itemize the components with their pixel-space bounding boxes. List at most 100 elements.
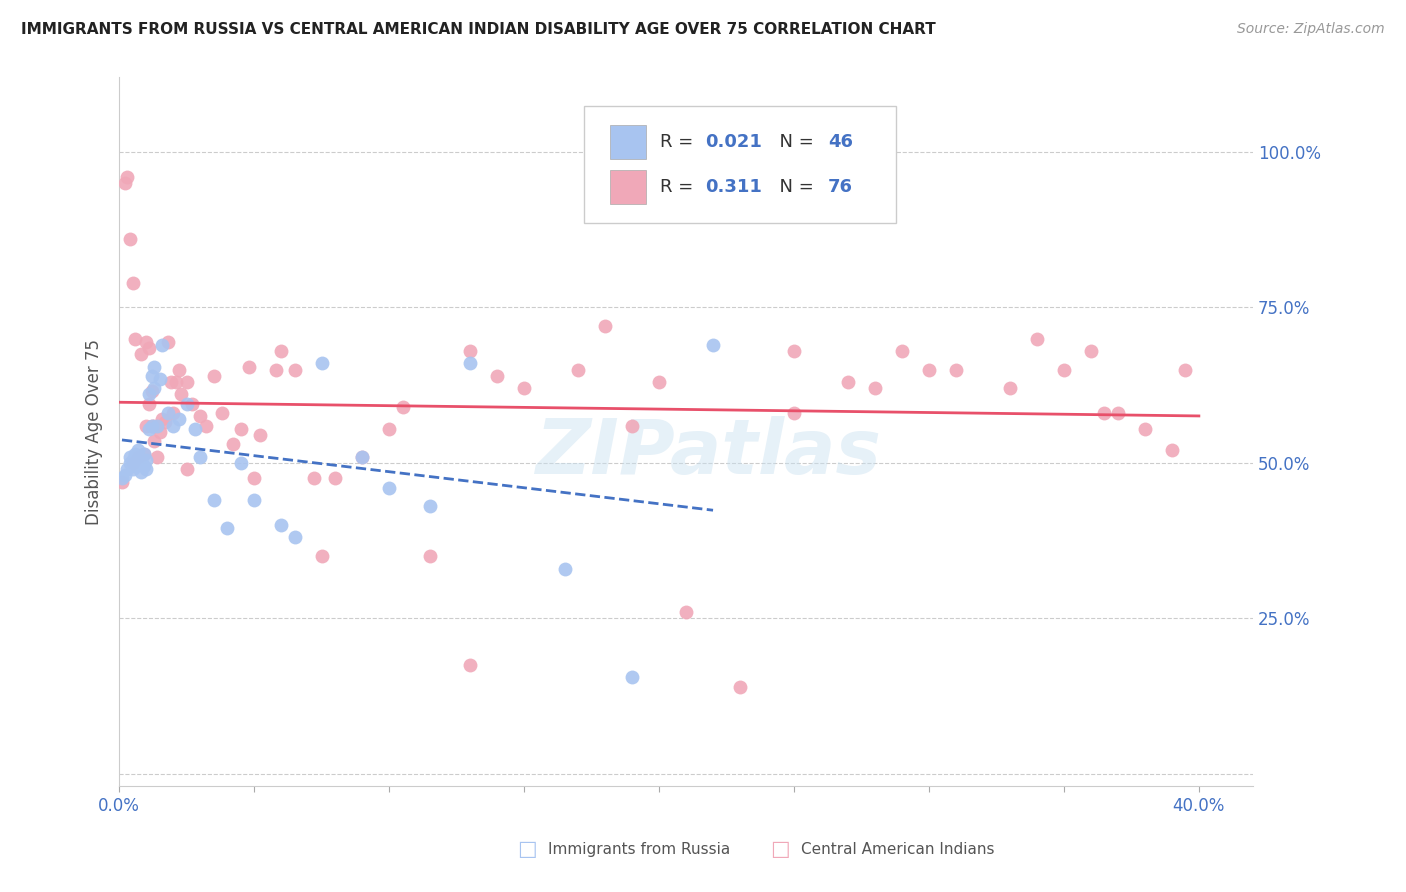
Point [249, 428, 271, 442]
Point [554, 561, 576, 575]
Point [702, 337, 724, 351]
Point [1053, 362, 1076, 376]
Point [243, 471, 266, 485]
Text: Central American Indians: Central American Indians [801, 842, 995, 856]
Point [391, 400, 413, 414]
Point [945, 362, 967, 376]
Point [238, 359, 260, 374]
Point [120, 456, 142, 470]
Point [135, 418, 157, 433]
Text: 0.021: 0.021 [706, 133, 762, 151]
Point [211, 406, 233, 420]
Point [675, 605, 697, 619]
Point [146, 418, 169, 433]
Point [783, 343, 806, 358]
Point [458, 343, 481, 358]
Point [111, 471, 134, 485]
Point [141, 418, 163, 433]
Point [176, 375, 198, 389]
Point [124, 446, 146, 460]
Point [156, 334, 179, 349]
Point [129, 347, 152, 361]
Point [621, 418, 644, 433]
Point [264, 362, 287, 376]
Point [114, 176, 136, 190]
Point [270, 343, 292, 358]
Point [229, 456, 252, 470]
Point [648, 375, 671, 389]
Text: Source: ZipAtlas.com: Source: ZipAtlas.com [1237, 22, 1385, 37]
Point [121, 462, 143, 476]
Text: ZIPatlas: ZIPatlas [536, 416, 882, 490]
Text: IMMIGRANTS FROM RUSSIA VS CENTRAL AMERICAN INDIAN DISABILITY AGE OVER 75 CORRELA: IMMIGRANTS FROM RUSSIA VS CENTRAL AMERIC… [21, 22, 936, 37]
Point [143, 418, 166, 433]
Point [1160, 443, 1182, 458]
Point [143, 434, 166, 449]
Point [159, 375, 181, 389]
Text: R =: R = [659, 133, 699, 151]
Point [1092, 406, 1115, 420]
Point [188, 409, 211, 424]
Point [202, 493, 225, 508]
Point [153, 416, 176, 430]
Point [167, 362, 190, 376]
Point [117, 462, 139, 476]
Point [378, 422, 401, 436]
Point [165, 375, 187, 389]
Point [918, 362, 941, 376]
Point [162, 418, 184, 433]
Point [1025, 332, 1047, 346]
Text: □: □ [517, 839, 537, 859]
Point [1080, 343, 1102, 358]
Point [486, 368, 509, 383]
Point [837, 375, 859, 389]
Point [132, 458, 155, 473]
Point [135, 462, 157, 476]
Point [138, 397, 160, 411]
Bar [610, 125, 647, 159]
Text: N =: N = [768, 133, 820, 151]
Point [149, 372, 172, 386]
Point [111, 475, 134, 489]
Point [202, 368, 225, 383]
Point [998, 381, 1021, 395]
Point [311, 356, 333, 370]
Point [146, 450, 169, 464]
Y-axis label: Disability Age Over 75: Disability Age Over 75 [86, 339, 103, 524]
Point [138, 422, 160, 436]
Point [141, 384, 163, 399]
Point [132, 446, 155, 460]
Point [127, 443, 149, 458]
Point [728, 680, 751, 694]
Text: □: □ [770, 839, 790, 859]
Point [156, 406, 179, 420]
Point [149, 425, 172, 439]
Point [184, 422, 207, 436]
Point [194, 418, 217, 433]
Point [132, 446, 155, 460]
Point [284, 362, 307, 376]
Point [135, 334, 157, 349]
Point [458, 657, 481, 672]
Point [458, 356, 481, 370]
Point [127, 456, 149, 470]
Text: 76: 76 [828, 178, 853, 195]
Point [891, 343, 914, 358]
Point [270, 518, 292, 533]
Point [311, 549, 333, 563]
Point [188, 450, 211, 464]
Text: 46: 46 [828, 133, 853, 151]
Text: 0.311: 0.311 [706, 178, 762, 195]
Point [170, 387, 193, 401]
Point [121, 456, 143, 470]
Point [176, 397, 198, 411]
Point [567, 362, 589, 376]
Point [1107, 406, 1129, 420]
Point [117, 169, 139, 184]
Point [284, 531, 307, 545]
Point [135, 452, 157, 467]
Point [138, 341, 160, 355]
Point [1174, 362, 1197, 376]
Point [419, 500, 441, 514]
Point [152, 337, 174, 351]
